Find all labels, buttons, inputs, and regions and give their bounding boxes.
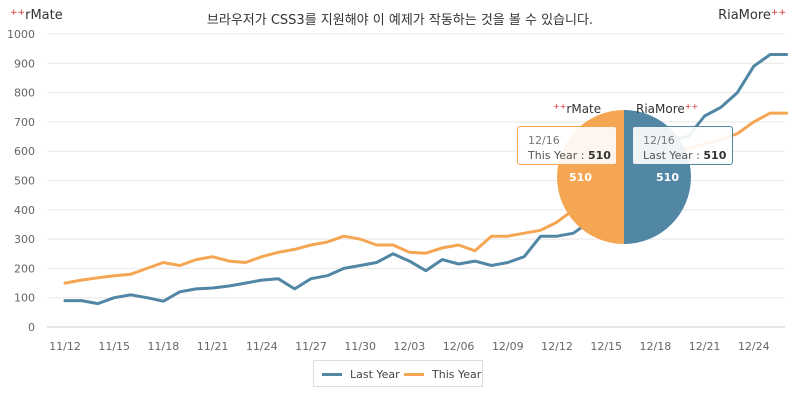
tooltip-value: 510 bbox=[587, 149, 611, 162]
x-tick-label: 11/15 bbox=[98, 340, 130, 353]
plus-icon: + bbox=[691, 102, 699, 111]
x-tick-label: 11/21 bbox=[197, 340, 229, 353]
brand-right: RiaMore++ bbox=[718, 8, 786, 23]
pie-brand-left-label: rMate bbox=[566, 102, 602, 116]
tooltip-this-year: 12/16 This Year : 510 bbox=[517, 126, 617, 165]
y-tick-label: 0 bbox=[28, 321, 35, 334]
brand-right-label: RiaMore bbox=[718, 8, 771, 23]
x-tick-label: 12/18 bbox=[640, 340, 672, 353]
tooltip-label: Last Year : bbox=[643, 149, 704, 162]
x-tick-label: 11/27 bbox=[295, 340, 327, 353]
x-tick-label: 12/09 bbox=[492, 340, 524, 353]
plus-icon: + bbox=[10, 8, 18, 18]
y-tick-label: 100 bbox=[14, 292, 35, 305]
x-tick-label: 11/12 bbox=[49, 340, 81, 353]
plus-icon: + bbox=[553, 102, 560, 111]
tooltip-value-line: This Year : 510 bbox=[528, 149, 611, 162]
y-tick-label: 800 bbox=[14, 87, 35, 100]
notice-text: 브라우저가 CSS3를 지원해야 이 예제가 작동하는 것을 볼 수 있습니다. bbox=[206, 13, 594, 28]
x-tick-label: 11/18 bbox=[148, 340, 180, 353]
y-tick-label: 900 bbox=[14, 57, 35, 70]
y-tick-label: 200 bbox=[14, 262, 35, 275]
tooltip-date: 12/16 bbox=[528, 134, 560, 147]
tooltip-last-year: 12/16 Last Year : 510 bbox=[632, 126, 733, 165]
y-tick-label: 500 bbox=[14, 175, 35, 188]
tooltip-value-line: Last Year : 510 bbox=[643, 149, 726, 162]
x-tick-label: 11/30 bbox=[344, 340, 376, 353]
x-tick-label: 12/06 bbox=[443, 340, 475, 353]
legend-item-last-year[interactable]: Last Year bbox=[322, 368, 400, 381]
brand-left-label: rMate bbox=[25, 8, 63, 23]
y-axis-ticks: 0 100 200 300 400 500 600 700 800 900 1000 bbox=[7, 28, 35, 334]
pie-slice-label: 510 bbox=[656, 171, 679, 184]
legend-item-this-year[interactable]: This Year bbox=[404, 368, 481, 381]
y-tick-label: 400 bbox=[14, 204, 35, 217]
legend: Last Year This Year bbox=[313, 360, 483, 387]
x-tick-label: 12/21 bbox=[689, 340, 721, 353]
y-tick-label: 700 bbox=[14, 116, 35, 129]
pie-brand-right: RiaMore++ bbox=[636, 102, 698, 116]
pie-slice-label: 510 bbox=[569, 171, 592, 184]
pie-brand-left: ++rMate bbox=[553, 102, 601, 116]
legend-swatch-last-year bbox=[322, 373, 342, 376]
y-tick-label: 300 bbox=[14, 233, 35, 246]
plus-icon: + bbox=[17, 8, 26, 18]
tooltip-date: 12/16 bbox=[643, 134, 675, 147]
plus-icon: + bbox=[778, 8, 786, 18]
tooltip-label: This Year : bbox=[528, 149, 588, 162]
x-tick-label: 12/15 bbox=[590, 340, 622, 353]
pie-brand-right-label: RiaMore bbox=[636, 102, 685, 116]
legend-label-this-year: This Year bbox=[432, 368, 482, 381]
x-tick-label: 12/24 bbox=[738, 340, 770, 353]
x-tick-label: 11/24 bbox=[246, 340, 278, 353]
legend-label-last-year: Last Year bbox=[350, 368, 400, 381]
plus-icon: + bbox=[770, 8, 779, 18]
tooltip-value: 510 bbox=[703, 149, 727, 162]
x-tick-label: 12/03 bbox=[394, 340, 426, 353]
y-tick-label: 1000 bbox=[7, 28, 35, 41]
legend-swatch-this-year bbox=[404, 373, 424, 376]
x-tick-label: 12/12 bbox=[541, 340, 573, 353]
plus-icon: + bbox=[559, 102, 567, 111]
x-axis-ticks: 11/12 11/15 11/18 11/21 11/24 11/27 11/30 12/03… bbox=[49, 340, 770, 353]
brand-left: ++rMate bbox=[10, 8, 63, 23]
y-tick-label: 600 bbox=[14, 145, 35, 158]
plus-icon: + bbox=[684, 102, 692, 111]
